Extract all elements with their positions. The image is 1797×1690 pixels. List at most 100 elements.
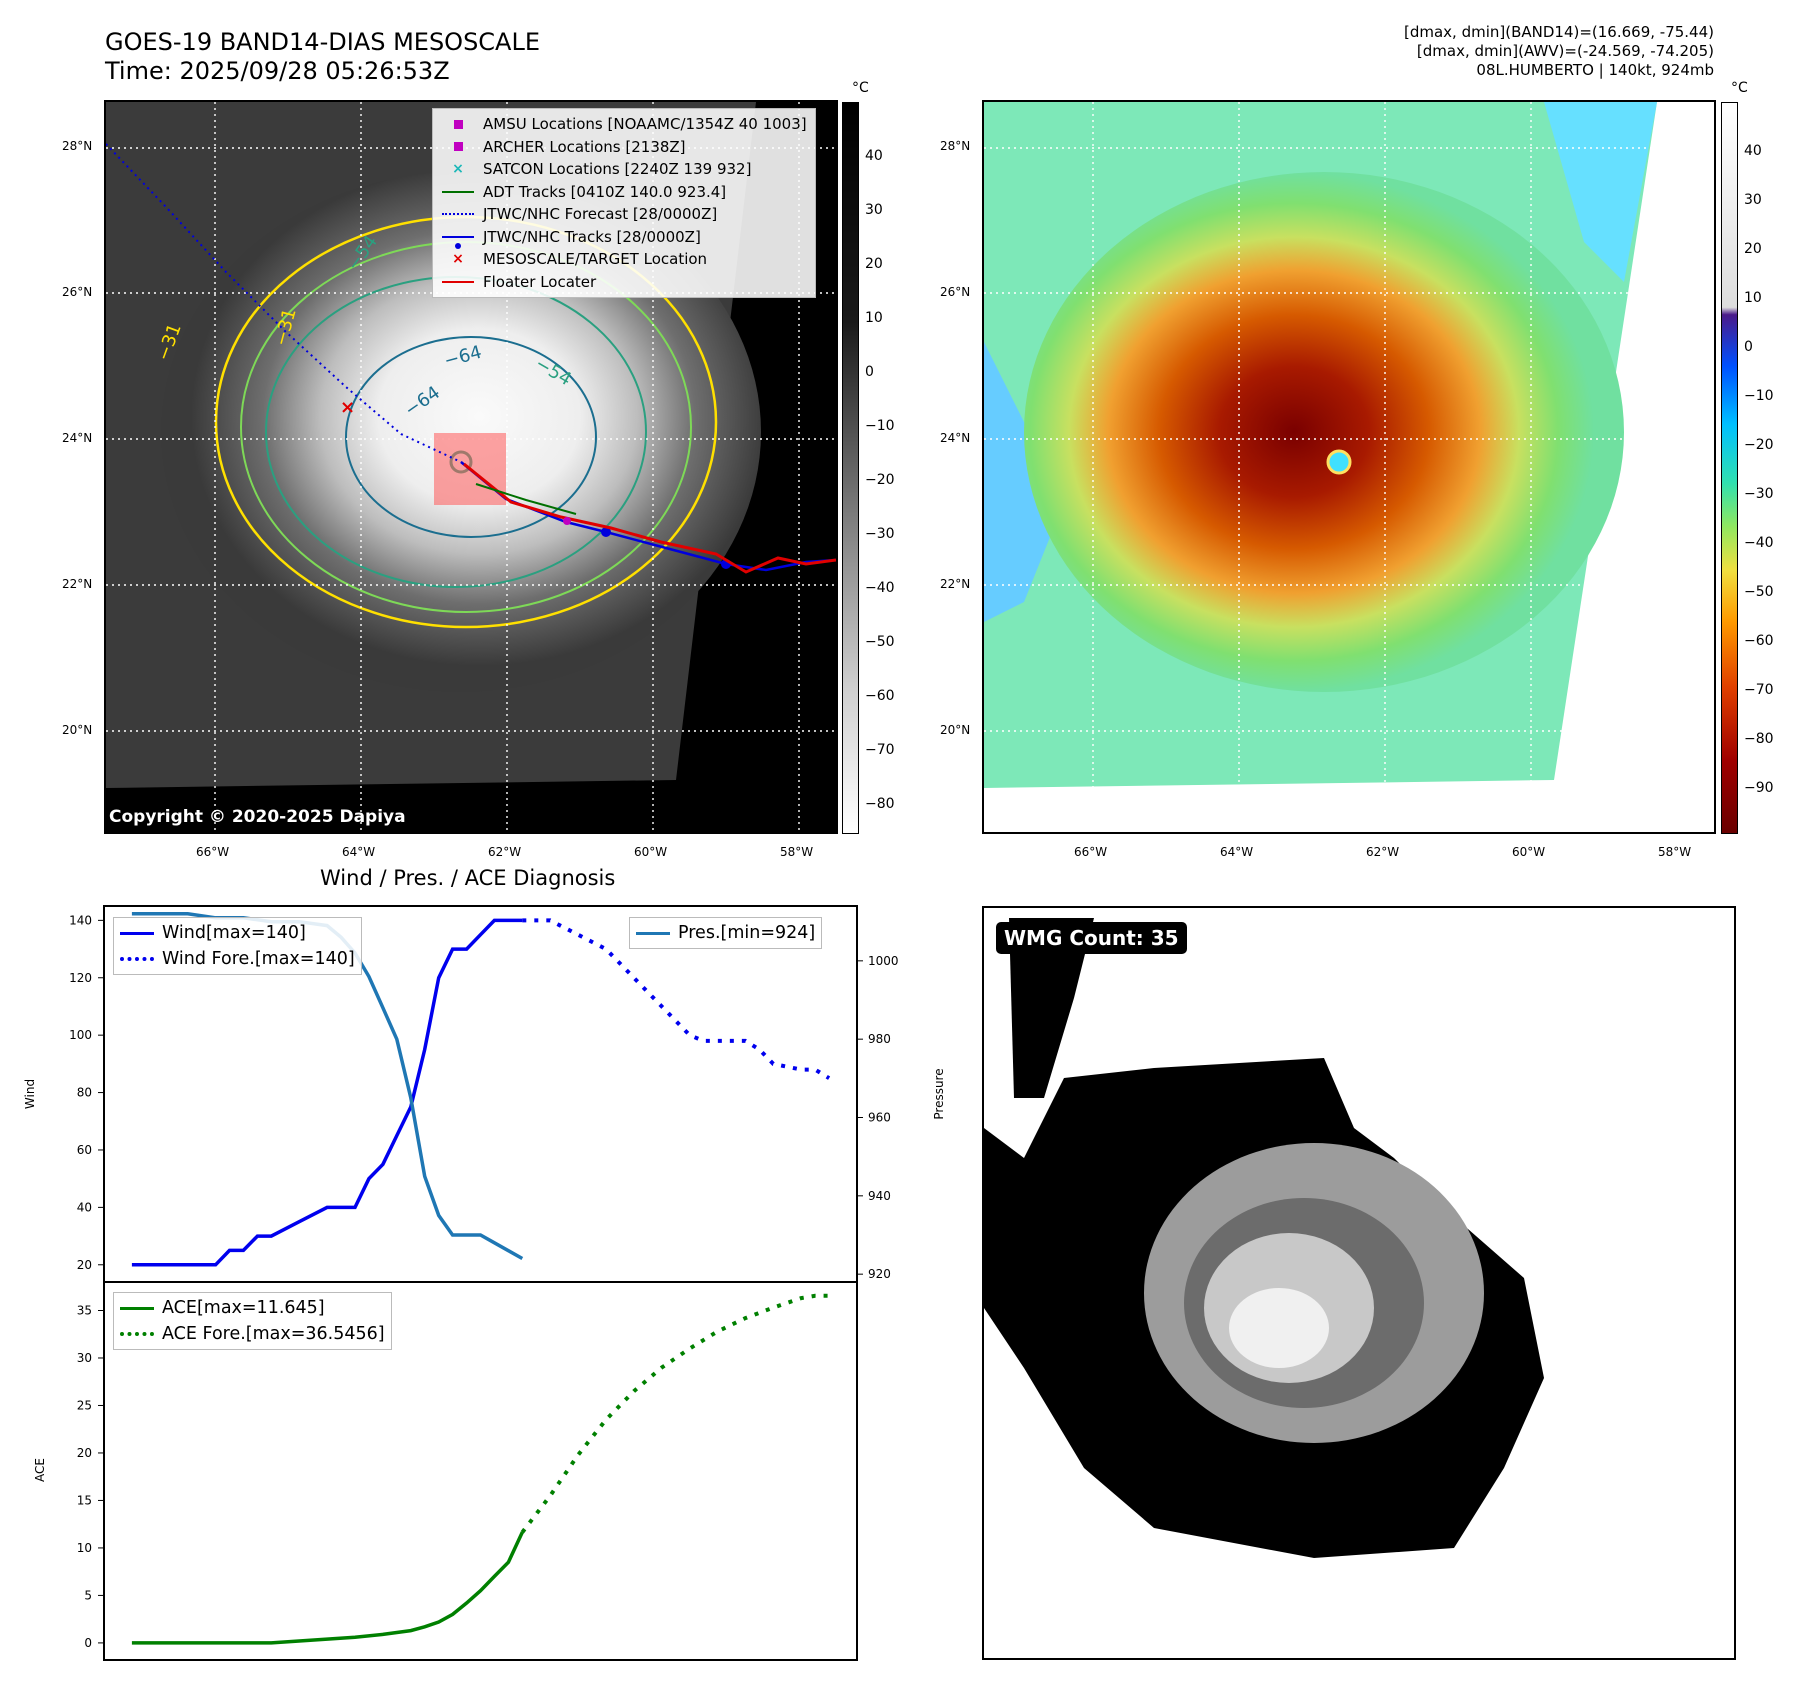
cb-tick: −80 <box>1744 731 1774 747</box>
pressure-tick-label: 960 <box>868 1111 891 1125</box>
diagnosis-chart: 20 40 60 80 100 120 140 920 940 960 980 1000 0 5 10 1… <box>23 905 946 1661</box>
ace-fore-line <box>520 1293 830 1534</box>
ace-lines <box>131 1293 830 1645</box>
lon-tick: 66°W <box>196 845 230 859</box>
pressure-tick-label: 1000 <box>868 954 899 968</box>
line-icon <box>120 1306 154 1310</box>
legend-pres: Pres.[min=924] <box>636 920 815 946</box>
x-marker-icon: × <box>452 251 464 268</box>
ace-axis: 0 5 10 15 20 25 30 35 <box>77 1303 104 1650</box>
stats-band14: [dmax, dmin](BAND14)=(16.669, -75.44) <box>1403 23 1714 41</box>
cb-tick: −50 <box>1744 584 1774 600</box>
ace-line <box>131 1531 524 1645</box>
pressure-tick-label: 940 <box>868 1189 891 1203</box>
cb-tick: 30 <box>865 202 883 218</box>
ace-tick-label: 25 <box>77 1398 92 1412</box>
ace-legend: ACE[max=11.645] ACE Fore.[max=36.5456] <box>113 1292 392 1350</box>
wind-fore-line <box>522 918 831 1080</box>
wmg-panel: WMG Count: 35 <box>982 906 1736 1660</box>
enhanced-map-svg <box>984 102 1714 832</box>
wind-tick-label: 60 <box>77 1143 92 1157</box>
line-icon <box>442 280 474 283</box>
wind-tick-label: 40 <box>77 1200 92 1214</box>
left-colorbar <box>842 102 859 834</box>
pressure-tick-label: 920 <box>868 1267 891 1281</box>
ace-tick-label: 0 <box>84 1636 92 1650</box>
wmg-count-badge: WMG Count: 35 <box>996 922 1187 954</box>
ace-axis-label: ACE <box>33 1458 47 1482</box>
cb-tick: −10 <box>1744 388 1774 404</box>
cb-tick: 20 <box>865 256 883 272</box>
pressure-axis: 920 940 960 980 1000 <box>857 954 899 1281</box>
forecast-track <box>106 143 462 463</box>
legend-amsu: AMSU Locations [NOAAMC/1354Z 40 1003] <box>441 113 807 136</box>
cb-tick: 20 <box>1744 241 1762 257</box>
lon-tick: 64°W <box>342 845 376 859</box>
wmg-band <box>1009 918 1094 1098</box>
line-icon <box>120 931 154 935</box>
wind-axis: 20 40 60 80 100 120 140 <box>69 913 104 1272</box>
amsu-marker <box>563 517 571 525</box>
enhanced-clear-sky-ne <box>1544 102 1657 282</box>
dotted-line-icon <box>120 957 154 961</box>
cb-tick: 10 <box>865 310 883 326</box>
line-icon <box>636 931 670 935</box>
dotted-line-icon <box>120 1332 154 1336</box>
cb-tick: −60 <box>1744 633 1774 649</box>
square-marker-icon <box>453 119 463 129</box>
ace-tick-label: 10 <box>77 1541 92 1555</box>
lon-tick: 66°W <box>1074 845 1108 859</box>
lon-tick: 62°W <box>488 845 522 859</box>
wmg-svg <box>984 918 1544 1558</box>
lat-tick: 28°N <box>940 139 971 153</box>
cb-tick: −30 <box>865 526 895 542</box>
legend-floater: Floater Locater <box>441 271 807 294</box>
lat-tick: 26°N <box>940 285 971 299</box>
colorbar-unit: °C <box>852 80 869 96</box>
dotted-line-icon <box>442 213 474 216</box>
lat-tick: 26°N <box>62 285 93 299</box>
legend-mesoscale: × MESOSCALE/TARGET Location <box>441 248 807 271</box>
wind-tick-label: 80 <box>77 1086 92 1100</box>
wind-tick-label: 140 <box>69 913 92 927</box>
lat-tick: 24°N <box>62 431 93 445</box>
enhanced-cloud-shield <box>1024 172 1624 692</box>
colorbar-unit: °C <box>1731 80 1748 96</box>
cb-tick: −30 <box>1744 486 1774 502</box>
ace-tick-label: 15 <box>77 1493 92 1507</box>
cb-tick: −90 <box>1744 780 1774 796</box>
legend-nhc-tracks: JTWC/NHC Tracks [28/0000Z] <box>441 226 807 249</box>
copyright-text: Copyright © 2020-2025 Dapiya <box>109 807 406 827</box>
cb-tick: −60 <box>865 688 895 704</box>
lat-tick: 22°N <box>62 577 93 591</box>
stats-block: [dmax, dmin](BAND14)=(16.669, -75.44) [d… <box>1404 23 1714 80</box>
cb-tick: −20 <box>865 472 895 488</box>
diagnosis-title: Wind / Pres. / ACE Diagnosis <box>320 866 616 890</box>
cb-tick: 40 <box>865 148 883 164</box>
cb-tick: −20 <box>1744 437 1774 453</box>
dot-icon <box>455 242 461 249</box>
enhanced-eye <box>1326 449 1352 475</box>
contour-blue <box>345 336 597 538</box>
ir-map-panel: −31 −31 −54 −64 −64 −54 × AMSU Locations… <box>104 100 838 834</box>
cb-tick: 0 <box>865 364 874 380</box>
pressure-legend: Pres.[min=924] <box>629 917 823 949</box>
legend-adt: ADT Tracks [0410Z 140.0 923.4] <box>441 181 807 204</box>
cb-tick: −70 <box>1744 682 1774 698</box>
cb-tick: −50 <box>865 634 895 650</box>
stats-storm: 08L.HUMBERTO | 140kt, 924mb <box>1476 61 1714 79</box>
wind-tick-label: 20 <box>77 1258 92 1272</box>
wind-axis-label: Wind <box>23 1079 37 1109</box>
enhanced-map-panel <box>982 100 1716 834</box>
ace-tick-label: 30 <box>77 1351 92 1365</box>
pressure-axis-label: Pressure <box>932 1068 946 1119</box>
lat-tick: 22°N <box>940 577 971 591</box>
lon-tick: 58°W <box>1658 845 1692 859</box>
ace-tick-label: 5 <box>84 1588 92 1602</box>
floater-track <box>463 462 836 574</box>
cb-tick: 0 <box>1744 339 1753 355</box>
lat-tick: 20°N <box>62 723 93 737</box>
right-colorbar <box>1721 102 1738 834</box>
stats-awv: [dmax, dmin](AWV)=(-24.569, -74.205) <box>1416 42 1714 60</box>
cb-tick: −70 <box>865 742 895 758</box>
